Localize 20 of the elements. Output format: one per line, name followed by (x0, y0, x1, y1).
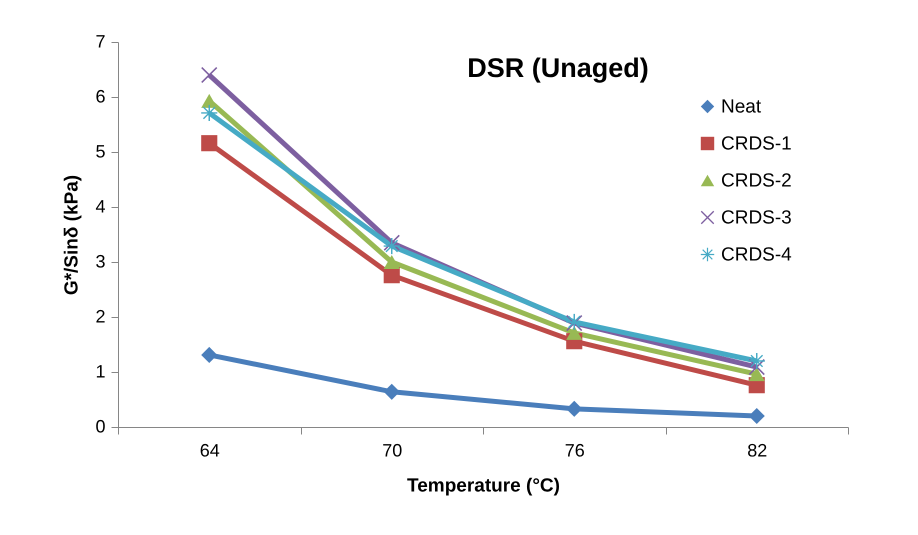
y-tick-label: 2 (95, 306, 106, 326)
x-tick-label: 64 (200, 440, 220, 460)
x-tick-label: 82 (747, 440, 768, 460)
y-tick-label: 3 (95, 252, 106, 272)
x-tick-label: 70 (382, 440, 402, 460)
legend-label: CRDS-4 (721, 244, 792, 266)
x-tick-label: 76 (564, 440, 585, 460)
y-axis-title: G*/Sinδ (kPa) (61, 174, 82, 296)
y-tick-label: 5 (95, 142, 106, 162)
y-tick-label: 4 (95, 196, 106, 216)
y-tick-label: 6 (95, 86, 106, 106)
y-tick-label: 1 (95, 362, 106, 382)
legend-label: CRDS-2 (721, 170, 792, 192)
x-axis-title: Temperature (°C) (407, 476, 560, 496)
chart-title: DSR (Unaged) (467, 53, 649, 83)
y-tick-label: 0 (95, 416, 106, 436)
legend-label: Neat (721, 96, 762, 118)
legend-label: CRDS-1 (721, 134, 792, 154)
y-tick-label: 7 (95, 32, 106, 52)
legend-label: CRDS-3 (721, 208, 792, 228)
